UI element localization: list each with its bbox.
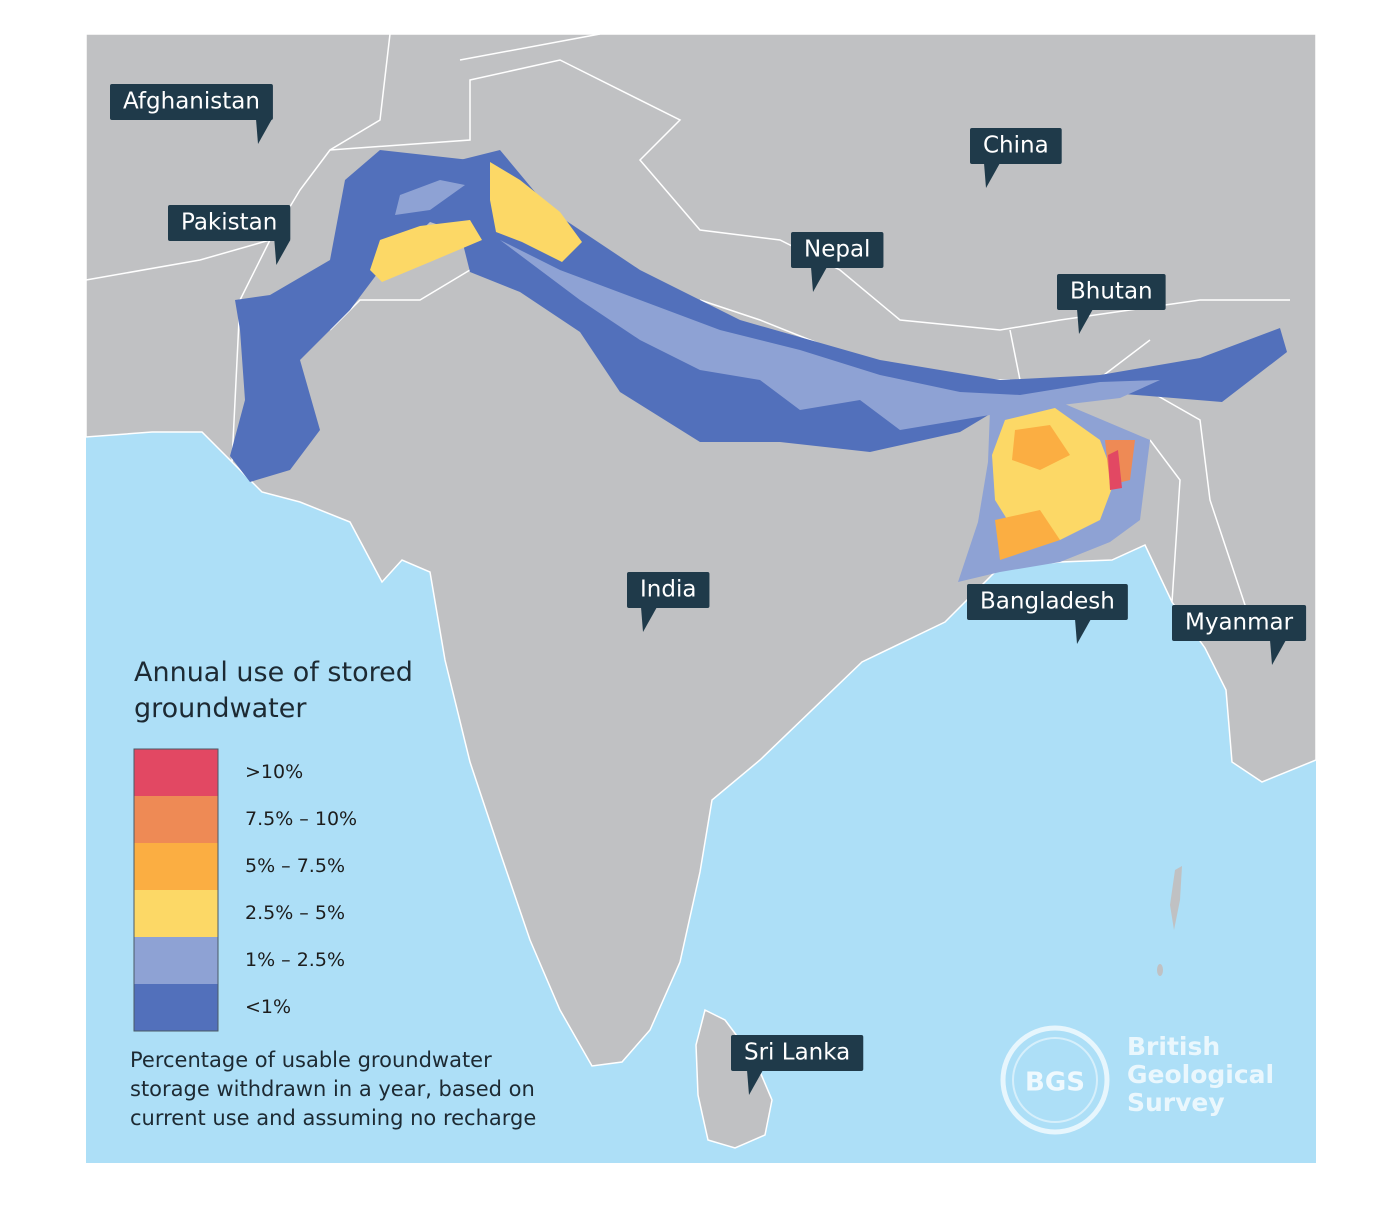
legend-swatch	[134, 937, 218, 984]
legend-swatch	[134, 890, 218, 937]
label-box	[967, 584, 1128, 620]
label-pointer	[274, 240, 291, 265]
label-pointer	[1270, 640, 1286, 665]
aquifer	[430, 150, 1287, 452]
label-pointer	[747, 1070, 763, 1095]
label-text: India	[640, 577, 696, 603]
label-pointer	[1077, 309, 1093, 334]
aquifer-orange	[1012, 425, 1070, 470]
country-labels: Afghanistan China Pakistan Nepal Bhutan India…	[110, 84, 1307, 1095]
legend-swatch	[134, 984, 218, 1031]
label-box	[791, 232, 884, 268]
label-box	[970, 128, 1062, 164]
legend-label: 2.5% – 5%	[245, 902, 345, 924]
legend-swatch	[134, 749, 218, 796]
label-text: Myanmar	[1185, 610, 1294, 636]
legend-frame	[133, 748, 219, 1032]
legend: >10% 7.5% – 10% 5% – 7.5% 2.5% – 5% 1% – 2.5…	[133, 748, 357, 1032]
label-text: Pakistan	[181, 210, 277, 236]
label-box	[1057, 274, 1166, 310]
legend-swatch	[134, 843, 218, 890]
label-pointer	[1075, 619, 1091, 644]
aquifer-yellow	[490, 162, 582, 262]
label-box	[168, 205, 291, 241]
country-label: Sri Lanka	[731, 1035, 864, 1095]
legend-label: 5% – 7.5%	[245, 855, 345, 877]
label-text: Afghanistan	[123, 89, 260, 115]
label-pointer	[256, 119, 272, 144]
country-label: Pakistan	[168, 205, 291, 265]
label-box	[627, 572, 710, 608]
label-box	[1172, 605, 1307, 641]
land	[85, 33, 1317, 1067]
aquifer-red	[1108, 450, 1122, 490]
country-label: Bangladesh	[967, 584, 1128, 644]
legend-label: 1% – 2.5%	[245, 949, 345, 971]
country-label: Nepal	[791, 232, 884, 292]
country-label: Myanmar	[1172, 605, 1307, 665]
island	[1157, 964, 1163, 976]
logo-name: British Geological Survey	[1127, 1032, 1275, 1117]
aquifer-light	[500, 240, 1160, 430]
legend-label: <1%	[245, 996, 291, 1018]
legend-label: >10%	[245, 761, 303, 783]
label-pointer	[641, 607, 657, 632]
label-text: Bangladesh	[980, 589, 1115, 615]
label-text: Nepal	[804, 237, 870, 263]
aquifer-light	[395, 180, 465, 215]
aquifer-yellow	[370, 220, 482, 282]
legend-swatch	[134, 796, 218, 843]
country-label: Bhutan	[1057, 274, 1166, 334]
aquifer-orange	[995, 510, 1060, 560]
label-pointer	[811, 267, 827, 292]
country-label: China	[970, 128, 1062, 188]
label-pointer	[984, 163, 1000, 188]
label-text: China	[983, 133, 1049, 159]
country-label: Afghanistan	[110, 84, 273, 144]
island	[1170, 866, 1182, 930]
country-label: India	[627, 572, 710, 632]
label-text: Sri Lanka	[744, 1040, 850, 1066]
label-box	[110, 84, 273, 120]
legend-note: Percentage of usable groundwater storage…	[130, 1048, 537, 1130]
label-box	[731, 1035, 864, 1071]
logo-mark: BGS	[1025, 1068, 1085, 1098]
label-text: Bhutan	[1070, 279, 1153, 305]
legend-label: 7.5% – 10%	[245, 808, 357, 830]
logo: BGS	[1000, 1025, 1110, 1135]
legend-title: Annual use of stored groundwater	[134, 657, 413, 724]
